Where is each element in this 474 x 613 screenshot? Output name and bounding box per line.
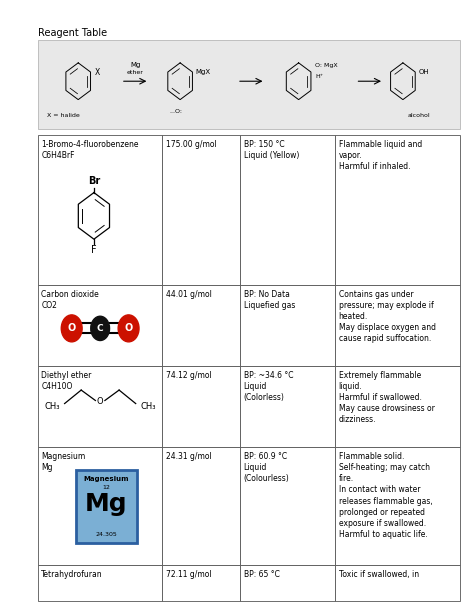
Text: F: F [91,245,97,255]
Text: O: O [125,324,133,333]
Bar [38,447,163,565]
Text: O: O [68,324,76,333]
Text: Tetrahydrofuran: Tetrahydrofuran [41,570,103,579]
Bar [163,135,240,284]
Text: Contains gas under
pressure; may explode if
heated.
May displace oxygen and
caus: Contains gas under pressure; may explode… [338,289,436,343]
Bar [38,565,163,601]
Text: BP: 150 °C
Liquid (Yellow): BP: 150 °C Liquid (Yellow) [244,140,299,160]
Bar [38,284,163,366]
Bar [38,40,460,129]
Bar [163,447,240,565]
Text: H⁺: H⁺ [315,74,323,79]
Text: 12: 12 [102,485,110,490]
Text: 175.00 g/mol: 175.00 g/mol [166,140,217,149]
Text: OH: OH [419,69,429,75]
Text: Br: Br [88,177,100,186]
Text: BP: No Data
Liquefied gas: BP: No Data Liquefied gas [244,289,295,310]
Circle shape [61,315,82,342]
Text: Extremely flammable
liquid.
Harmful if swallowed.
May cause drowsiness or
dizzin: Extremely flammable liquid. Harmful if s… [338,371,435,424]
Bar [75,470,137,543]
Circle shape [118,315,139,342]
Text: Mg: Mg [85,492,128,516]
Bar [335,565,460,601]
Text: X: X [95,67,100,77]
Bar [240,284,335,366]
Circle shape [91,316,109,340]
Text: BP: 65 °C: BP: 65 °C [244,570,280,579]
Text: alcohol: alcohol [408,113,430,118]
Bar [335,135,460,284]
Bar [38,135,163,284]
Text: 44.01 g/mol: 44.01 g/mol [166,289,211,299]
Text: O: MgX: O: MgX [315,63,338,69]
Bar [240,135,335,284]
Bar [240,366,335,447]
Text: CH₃: CH₃ [45,402,60,411]
Text: 24.31 g/mol: 24.31 g/mol [166,452,211,461]
Text: Reagent Table: Reagent Table [38,28,107,37]
Text: ...O:: ...O: [169,109,182,114]
Text: BP: 60.9 °C
Liquid
(Colourless): BP: 60.9 °C Liquid (Colourless) [244,452,290,484]
Text: CH₃: CH₃ [140,402,156,411]
Text: 1-Bromo-4-fluorobenzene
C6H4BrF: 1-Bromo-4-fluorobenzene C6H4BrF [41,140,139,160]
Text: Magnesium
Mg: Magnesium Mg [41,452,85,472]
Text: O: O [97,397,103,406]
Text: Magnesium: Magnesium [83,476,129,482]
Bar [163,366,240,447]
Text: C: C [97,324,103,333]
Bar [38,366,163,447]
Text: Toxic if swallowed, in: Toxic if swallowed, in [338,570,419,579]
Bar [163,284,240,366]
Text: Flammable solid.
Self-heating; may catch
fire.
In contact with water
releases fl: Flammable solid. Self-heating; may catch… [338,452,432,539]
Bar [240,565,335,601]
Text: 72.11 g/mol: 72.11 g/mol [166,570,211,579]
Text: MgX: MgX [196,69,211,75]
Bar [163,565,240,601]
Text: Diethyl ether
C4H10O: Diethyl ether C4H10O [41,371,91,391]
Text: BP: ~34.6 °C
Liquid
(Colorless): BP: ~34.6 °C Liquid (Colorless) [244,371,293,402]
Bar [335,284,460,366]
Text: X = halide: X = halide [47,113,80,118]
Bar [335,447,460,565]
Text: Carbon dioxide
CO2: Carbon dioxide CO2 [41,289,99,310]
Bar [240,447,335,565]
Bar [335,366,460,447]
Text: ether: ether [127,70,144,75]
Text: Flammable liquid and
vapor.
Harmful if inhaled.: Flammable liquid and vapor. Harmful if i… [338,140,422,171]
Text: 24.305: 24.305 [95,532,117,537]
Text: 74.12 g/mol: 74.12 g/mol [166,371,211,380]
Text: Mg: Mg [130,62,140,67]
